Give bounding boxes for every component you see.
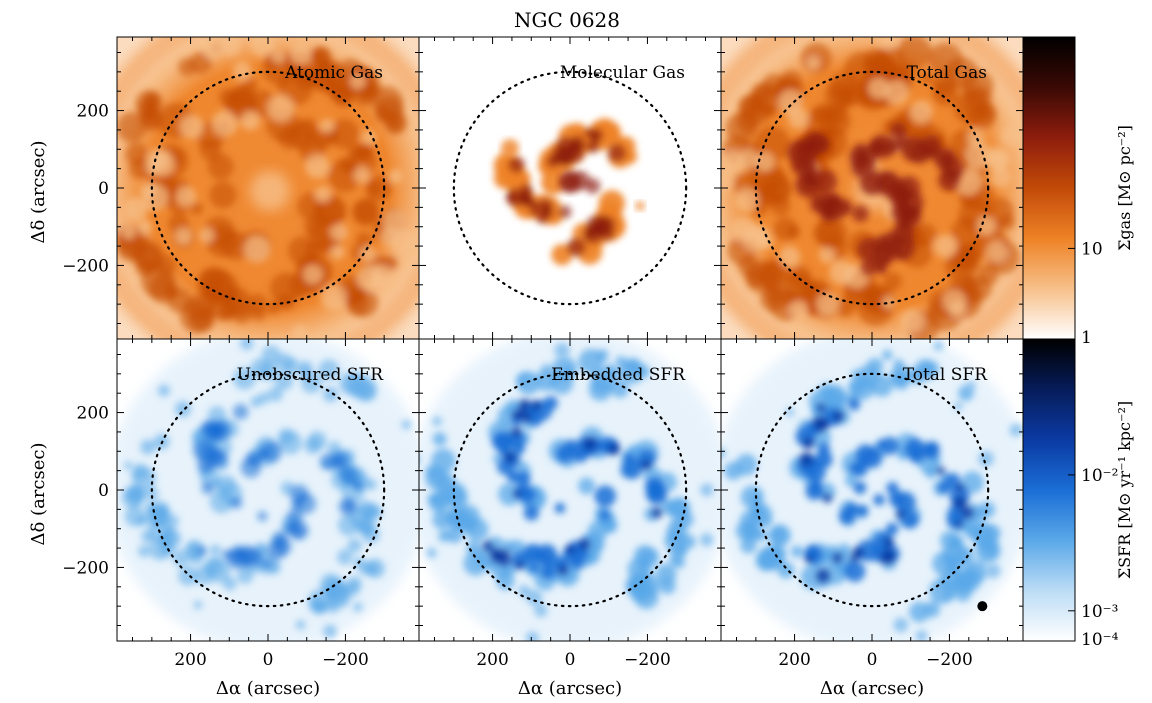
x-axis-label-left: Δα (arcsec) — [216, 678, 320, 699]
colorbar-orange: 10 1 Σgas [M⊙ pc⁻²] — [1022, 36, 1134, 348]
reference-circle — [754, 70, 990, 306]
x-tick-label: 200 — [778, 650, 810, 670]
y-axis-label-top: Δδ (arcsec) — [28, 141, 49, 244]
x-tick-label: 0 — [263, 650, 274, 670]
colorbar-blue: 10⁻² 10⁻³ 10⁻⁴ ΣSFR [M⊙ yr⁻¹ kpc⁻²] — [1022, 338, 1134, 650]
y-axis-label-bottom: Δδ (arcsec) — [28, 443, 49, 546]
figure-title: NGC 0628 — [514, 8, 620, 32]
panel-total_sfr: 200 0 −200 Total SFR — [720, 338, 1024, 670]
y-tick-label: 0 — [98, 179, 109, 199]
x-tick-label: −200 — [322, 650, 369, 670]
panel-label: Embedded SFR — [551, 365, 686, 385]
beam-size-marker — [977, 601, 988, 612]
panel-label: Total SFR — [903, 365, 989, 385]
map-layer — [117, 339, 419, 641]
axis-ticks — [117, 37, 419, 339]
reference-circle — [452, 372, 688, 608]
axis-ticks — [117, 339, 419, 641]
panel-embedded: 200 0 −200 Embedded SFR — [418, 338, 722, 670]
axis-ticks — [721, 339, 1023, 641]
panel-label: Unobscured SFR — [237, 365, 385, 385]
colorbar-tick-label: 10 — [1081, 239, 1103, 259]
panel-label: Atomic Gas — [284, 63, 383, 83]
panel-label: Molecular Gas — [560, 63, 685, 83]
map-layer — [721, 339, 1023, 641]
panel-total_gas: Total Gas — [720, 36, 1024, 340]
reference-circle — [754, 372, 990, 608]
axis-ticks — [721, 37, 1023, 339]
x-axis-label-middle: Δα (arcsec) — [518, 678, 622, 699]
colorbar-tick-label: 10⁻⁴ — [1081, 630, 1119, 650]
map-layer — [117, 37, 419, 339]
colorbar-label: Σgas [M⊙ pc⁻²] — [1115, 125, 1134, 251]
colorbar-label: ΣSFR [M⊙ yr⁻¹ kpc⁻²] — [1115, 401, 1134, 579]
x-axis-label-right: Δα (arcsec) — [820, 678, 924, 699]
colorbar-tick-label: 10⁻² — [1081, 466, 1118, 486]
panel-unobscured: 200 0 −200 200 0 −200 Unobscured SFR — [62, 338, 420, 670]
x-tick-label: 200 — [174, 650, 206, 670]
panel-molecular: Molecular Gas — [418, 36, 722, 340]
y-tick-label: 0 — [98, 481, 109, 501]
x-tick-label: 200 — [476, 650, 508, 670]
x-tick-label: 0 — [867, 650, 878, 670]
x-tick-label: −200 — [926, 650, 973, 670]
panel-atomic: 200 0 −200 Atomic Gas — [62, 36, 420, 340]
y-tick-label: 200 — [77, 102, 109, 122]
colorbar-tick-label: 1 — [1081, 328, 1092, 348]
map-layer — [721, 37, 1023, 339]
reference-circle — [150, 372, 386, 608]
y-tick-label: 200 — [77, 404, 109, 424]
axis-ticks — [419, 339, 721, 641]
map-layer — [419, 37, 721, 339]
x-tick-label: −200 — [624, 650, 671, 670]
colorbar-gradient — [1023, 339, 1075, 641]
colorbar-gradient — [1023, 37, 1075, 339]
reference-circle — [150, 70, 386, 306]
panel-label: Total Gas — [906, 63, 987, 83]
x-tick-label: 0 — [565, 650, 576, 670]
y-tick-label: −200 — [62, 558, 109, 578]
reference-circle — [452, 70, 688, 306]
y-tick-label: −200 — [62, 256, 109, 276]
axis-ticks — [419, 37, 721, 339]
colorbar-tick-label: 10⁻³ — [1081, 602, 1118, 622]
map-layer — [419, 339, 721, 641]
